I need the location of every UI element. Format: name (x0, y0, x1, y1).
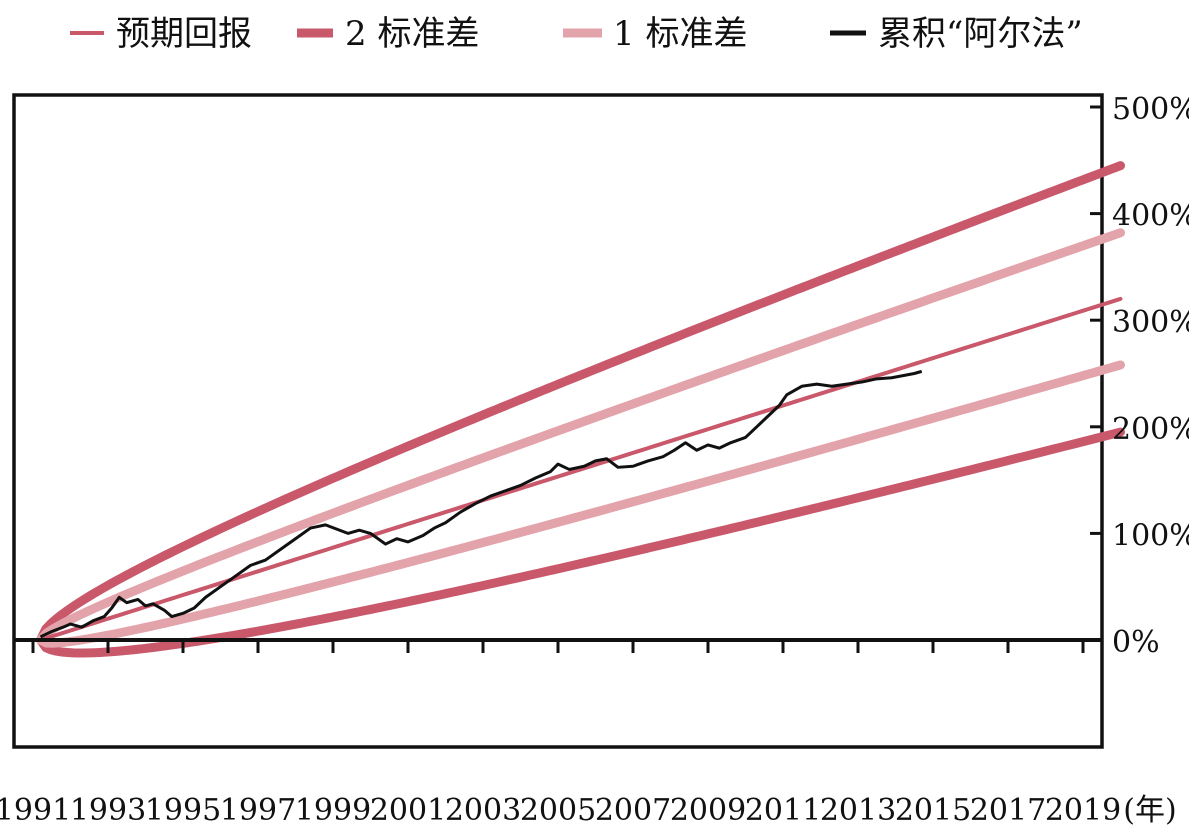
x-tick-label: 2005 (520, 793, 596, 828)
legend-label-alpha: 累积“阿尔法” (878, 14, 1083, 54)
plot-frame (12, 93, 1104, 749)
x-tick-label: 2001 (370, 793, 446, 828)
legend-label-expected: 预期回报 (116, 14, 252, 54)
x-unit-label: (年) (1123, 793, 1176, 828)
x-tick-label: 1995 (145, 793, 221, 828)
x-tick-label: 2011 (745, 793, 821, 828)
x-tick-label: 2015 (895, 793, 971, 828)
alpha-series (39, 369, 923, 639)
band-1sd-upper (36, 228, 1125, 645)
x-tick-label: 2003 (445, 793, 521, 828)
legend: 预期回报 2 标准差 1 标准差 累积“阿尔法” (70, 14, 1083, 54)
x-tick-label: 2007 (595, 793, 671, 828)
plot-area: 1991199319951997199920012003200520072009… (0, 92, 1189, 828)
x-tick-label: 1999 (295, 793, 371, 828)
x-tick-label: 1993 (70, 793, 146, 828)
x-tick-label: 2019 (1045, 793, 1121, 828)
y-tick-label: 0% (1112, 625, 1160, 660)
expected-return-line (38, 296, 1123, 642)
y-tick-label: 100% (1112, 518, 1189, 553)
y-tick-label: 500% (1112, 92, 1189, 127)
legend-label-sd1: 1 标准差 (613, 14, 747, 54)
legend-label-sd2: 2 标准差 (345, 14, 479, 54)
x-tick-label: 1997 (220, 793, 296, 828)
x-tick-label: 2009 (670, 793, 746, 828)
y-tick-label: 400% (1112, 199, 1189, 234)
bands (36, 161, 1125, 658)
band-2sd-lower (36, 427, 1125, 658)
band-1sd-lower (36, 360, 1125, 648)
x-tick-label: 1991 (0, 793, 71, 828)
band-2sd-upper (36, 161, 1125, 645)
y-tick-label: 300% (1112, 305, 1189, 340)
x-tick-label: 2017 (970, 793, 1046, 828)
y-tick-label: 200% (1112, 412, 1189, 447)
y-axis: 500% 400% 300% 200% 100% 0% (1090, 92, 1189, 660)
x-tick-label: 2013 (820, 793, 896, 828)
cumulative-alpha-line (39, 369, 923, 639)
x-axis: 1991199319951997199920012003200520072009… (0, 640, 1177, 828)
